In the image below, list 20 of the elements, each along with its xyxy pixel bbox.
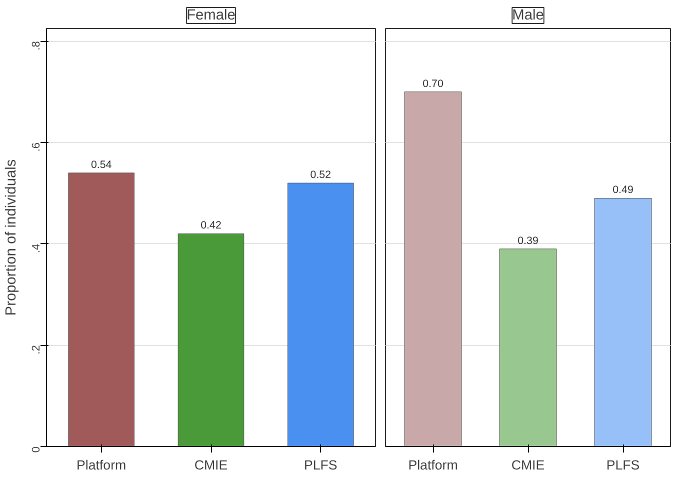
y-tick-label: .4 [30, 244, 42, 254]
x-tick-label: PLFS [606, 458, 640, 472]
y-tick-label: .6 [30, 142, 42, 152]
data-label: 0.52 [310, 169, 332, 182]
chart-title: Male [512, 8, 544, 24]
x-tick-label: Platform [408, 458, 458, 472]
y-tick-label: .8 [30, 41, 42, 50]
x-tick-label: CMIE [194, 458, 228, 472]
y-tick-label: 0 [30, 446, 42, 453]
data-label: 0.54 [90, 158, 112, 171]
data-label: 0.42 [200, 220, 222, 232]
data-label: 0.70 [422, 78, 444, 90]
x-tick-label: PLFS [304, 458, 338, 472]
data-label: 0.49 [612, 184, 634, 196]
y-axis-title: Proportion of individuals [4, 159, 20, 316]
y-tick-label: .2 [30, 345, 42, 354]
x-tick-label: Platform [76, 458, 126, 472]
x-tick-label: CMIE [511, 458, 545, 472]
chart-title: Female [186, 8, 236, 24]
data-label: 0.39 [518, 234, 538, 247]
